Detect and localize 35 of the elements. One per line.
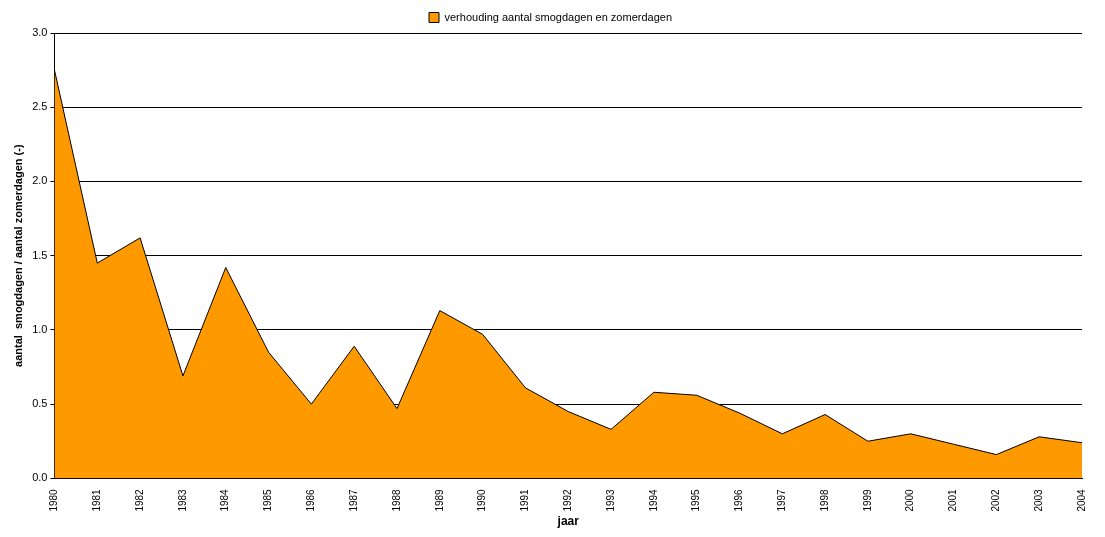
y-tick-label: 1.5 — [32, 248, 48, 261]
x-tick-label: 2000 — [904, 488, 916, 512]
x-tick-label: 1999 — [861, 488, 873, 512]
x-tick-label: 1998 — [818, 488, 830, 512]
x-tick-label: 1985 — [262, 488, 274, 512]
x-tick-label: 1994 — [647, 488, 659, 512]
x-tick-label: 1982 — [133, 488, 145, 512]
y-tick-label: 3.0 — [32, 26, 48, 39]
x-tick-label: 1993 — [604, 488, 616, 512]
x-tick-label: 1997 — [776, 488, 788, 512]
x-tick-label: 1983 — [176, 488, 188, 512]
x-tick-label: 1996 — [733, 488, 745, 512]
x-axis-title: jaar — [556, 514, 580, 529]
y-tick-label: 2.5 — [32, 100, 48, 113]
x-tick-label: 1981 — [91, 488, 103, 512]
legend-label: verhouding aantal smogdagen en zomerdagen — [444, 10, 672, 23]
x-tick-label: 1988 — [390, 488, 402, 512]
x-tick-label: 2003 — [1032, 488, 1044, 512]
x-tick-label: 1991 — [519, 488, 531, 512]
x-tick-label: 2002 — [990, 488, 1002, 512]
x-tick-label: 1990 — [476, 488, 488, 512]
x-tick-label: 1992 — [562, 488, 573, 512]
y-axis-title: aantal smogdagen / aantal zomerdagen (-) — [11, 144, 24, 367]
y-tick-label: 0.0 — [32, 471, 48, 484]
x-tick-label: 2004 — [1075, 488, 1087, 512]
x-tick-label: 2001 — [947, 488, 959, 512]
x-tick-label: 1984 — [219, 488, 231, 512]
x-tick-label: 1989 — [433, 488, 445, 512]
x-tick-label: 1995 — [690, 488, 702, 512]
x-tick-label: 1986 — [305, 488, 317, 512]
y-tick-label: 1.0 — [32, 322, 48, 335]
y-tick-label: 0.5 — [32, 397, 48, 410]
y-tick-label: 2.0 — [32, 174, 48, 187]
x-tick-label: 1987 — [347, 488, 359, 512]
x-tick-label: 1980 — [48, 488, 60, 512]
